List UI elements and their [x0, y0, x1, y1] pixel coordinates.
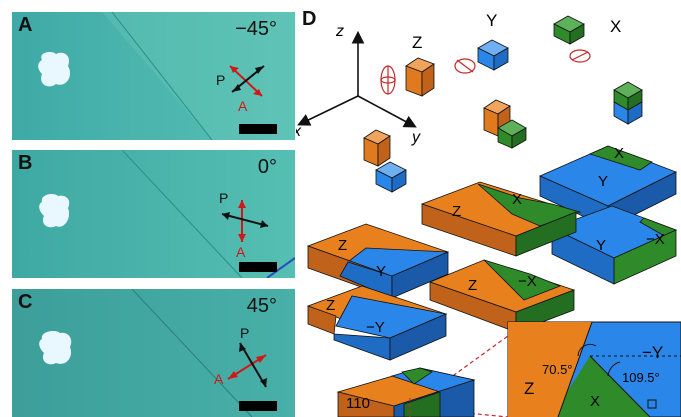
axis-x-label: x: [296, 123, 302, 140]
polarizer-arrows: [229, 65, 265, 97]
analyzer-label: A: [236, 244, 246, 260]
cube-pair-xy: [613, 81, 643, 125]
zoom-inset: [507, 321, 681, 417]
polarizer-arrows: [227, 342, 267, 388]
micrograph-panel-c: C 45° P A: [12, 289, 295, 417]
cube-label-z: Z: [412, 33, 422, 52]
slab-label: −X: [518, 273, 537, 290]
panel-label: C: [18, 291, 33, 313]
zoom-label-x: X: [590, 393, 600, 410]
micrograph-panel-a: A −45° P A: [12, 12, 295, 140]
zoom-label-z: Z: [524, 379, 534, 398]
slab-label: −Y: [366, 319, 385, 336]
panel-label: B: [18, 152, 33, 174]
slab-z-x: [420, 181, 582, 257]
crystal-particle: [39, 194, 70, 228]
rotation-angle: 0°: [257, 156, 277, 178]
slab-label: Y: [596, 237, 606, 254]
bottom-slab-label: 110: [346, 395, 370, 412]
slab-label: Z: [468, 277, 477, 294]
slab-label: X: [614, 145, 624, 162]
angle-label-2: 109.5°: [622, 370, 660, 385]
scale-bar: [239, 401, 277, 411]
rotation-angle: −45°: [235, 18, 277, 40]
slab-z-negy: [306, 285, 448, 361]
panel-label-d: D: [302, 8, 317, 30]
optical-indicatrix-x: [569, 49, 591, 63]
angle-label-1: 70.5°: [542, 362, 573, 377]
micrograph-a-image: [12, 12, 295, 140]
slab-z-negx: [428, 259, 576, 333]
slab-y-negx: [550, 205, 678, 285]
slab-label: Y: [376, 263, 386, 280]
slab-label: Z: [452, 203, 461, 220]
optical-indicatrix-z: [380, 65, 396, 95]
crystal-particle: [39, 331, 72, 365]
cube-y: [477, 39, 509, 71]
cube-label-x: X: [610, 17, 621, 36]
cube-z: [405, 57, 435, 97]
slab-label: X: [512, 191, 522, 208]
axis-z-label: z: [335, 23, 344, 40]
slab-label: −X: [646, 231, 665, 248]
scale-bar: [239, 124, 277, 134]
cube-label-y: Y: [486, 11, 497, 30]
crystal-particle: [38, 52, 71, 87]
micrograph-b-image: [12, 150, 295, 278]
optical-indicatrix-y: [454, 58, 476, 74]
analyzer-label: A: [238, 98, 248, 114]
panel-label: A: [18, 14, 33, 36]
rotation-angle: 45°: [246, 295, 277, 317]
polarizer-label: P: [240, 325, 250, 341]
slab-label: Z: [338, 237, 347, 254]
scale-bar: [239, 262, 277, 272]
analyzer-label: A: [214, 371, 224, 387]
zoom-label-neg-y: −Y: [642, 343, 663, 362]
polarizer-label: P: [216, 72, 226, 88]
polarizer-arrows: [221, 200, 269, 242]
cube-pair-zy: [363, 129, 407, 193]
panel-d-diagram: z x y Z Y X: [296, 11, 681, 417]
cube-pair-zx: [483, 99, 527, 149]
slab-label: Y: [598, 173, 608, 190]
polarizer-label: P: [219, 190, 229, 206]
cube-x: [553, 15, 585, 45]
micrograph-c-image: [12, 289, 295, 417]
slab-bottom: [336, 367, 476, 417]
slab-label: Z: [326, 297, 335, 314]
slab-z-y: [306, 223, 450, 299]
micrograph-panel-b: B 0° P A: [12, 150, 295, 278]
coordinate-axes: [297, 30, 417, 128]
axis-y-label: y: [411, 129, 421, 146]
